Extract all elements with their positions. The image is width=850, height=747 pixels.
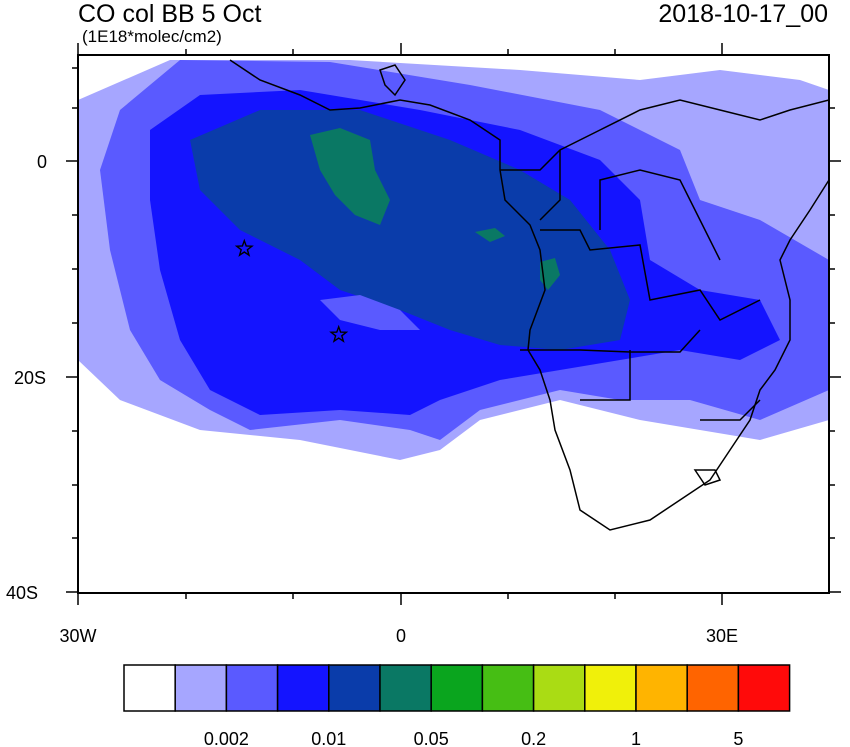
colorbar-swatch: [737, 664, 791, 712]
co-contour-teal-1: [310, 128, 390, 225]
colorbar-swatch: [225, 664, 279, 712]
x-tick-label-0: 0: [396, 626, 406, 646]
plot-datetime: 2018-10-17_00: [658, 0, 828, 28]
co-contour-clear-tongue: [320, 295, 420, 330]
plot-units: (1E18*molec/cm2): [82, 27, 222, 46]
colorbar-swatch: [328, 664, 381, 712]
colorbar-swatch: [379, 664, 432, 712]
station-star-2: [329, 324, 349, 343]
colorbar-swatch: [532, 664, 586, 712]
colorbar-label: 1: [631, 729, 641, 747]
x-ticks: [77, 43, 723, 605]
colorbar-swatch: [174, 664, 228, 712]
station-markers: [234, 238, 349, 343]
colorbar-swatch: [635, 664, 688, 712]
x-tick-label-30w: 30W: [59, 626, 96, 646]
colorbar-label: 5: [733, 729, 743, 747]
plot-title: CO col BB 5 Oct: [78, 0, 262, 28]
co-contour-teal-2: [475, 228, 505, 242]
co-field: [78, 59, 829, 531]
y-tick-label-20s: 20S: [14, 368, 46, 388]
colorbar-swatch: [123, 664, 176, 712]
colorbar-swatch: [584, 664, 637, 712]
colorbar-label: 0.002: [204, 729, 249, 747]
colorbar: 0.002 0.01 0.05 0.2 1 5: [123, 664, 791, 747]
colorbar-label: 0.01: [311, 729, 346, 747]
co-contour-teal-3: [540, 258, 560, 290]
plot-frame: [77, 54, 830, 594]
coastlines: [229, 59, 829, 531]
y-ticks: [66, 67, 841, 593]
colorbar-swatch: [686, 664, 740, 712]
colorbar-swatch: [481, 664, 535, 712]
colorbar-swatch: [430, 664, 484, 712]
y-tick-label-40s: 40S: [6, 583, 38, 603]
colorbar-swatch: [276, 664, 330, 712]
colorbar-label: 0.05: [414, 729, 449, 747]
x-tick-label-30e: 30E: [706, 626, 738, 646]
station-star-1: [234, 238, 254, 257]
y-tick-label-0: 0: [37, 152, 47, 172]
colorbar-label: 0.2: [521, 729, 546, 747]
